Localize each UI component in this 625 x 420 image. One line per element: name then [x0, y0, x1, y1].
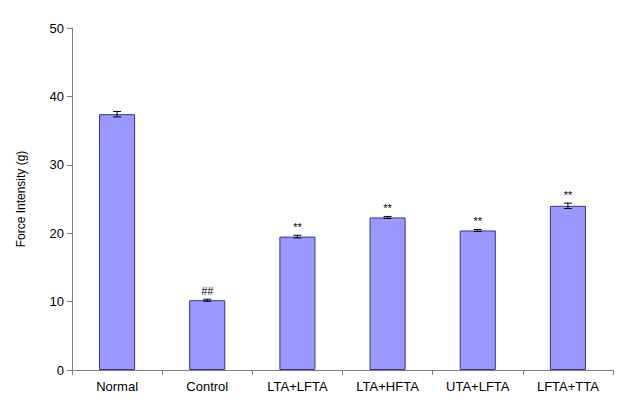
- svg-text:LFTA+TTA: LFTA+TTA: [537, 379, 599, 394]
- svg-text:**: **: [473, 215, 482, 227]
- svg-text:10: 10: [50, 294, 64, 309]
- svg-text:UTA+LFTA: UTA+LFTA: [446, 379, 510, 394]
- svg-text:LTA+HFTA: LTA+HFTA: [356, 379, 419, 394]
- svg-text:50: 50: [50, 21, 64, 36]
- svg-text:Control: Control: [186, 379, 228, 394]
- svg-text:Force Intensity (g): Force Intensity (g): [14, 151, 28, 248]
- svg-text:Normal: Normal: [96, 379, 138, 394]
- svg-text:40: 40: [50, 89, 64, 104]
- svg-text:LTA+LFTA: LTA+LFTA: [267, 379, 328, 394]
- svg-text:**: **: [564, 189, 573, 201]
- svg-text:##: ##: [201, 285, 214, 297]
- svg-text:0: 0: [57, 363, 64, 378]
- svg-text:20: 20: [50, 226, 64, 241]
- svg-text:**: **: [293, 221, 302, 233]
- svg-text:30: 30: [50, 157, 64, 172]
- svg-text:**: **: [383, 202, 392, 214]
